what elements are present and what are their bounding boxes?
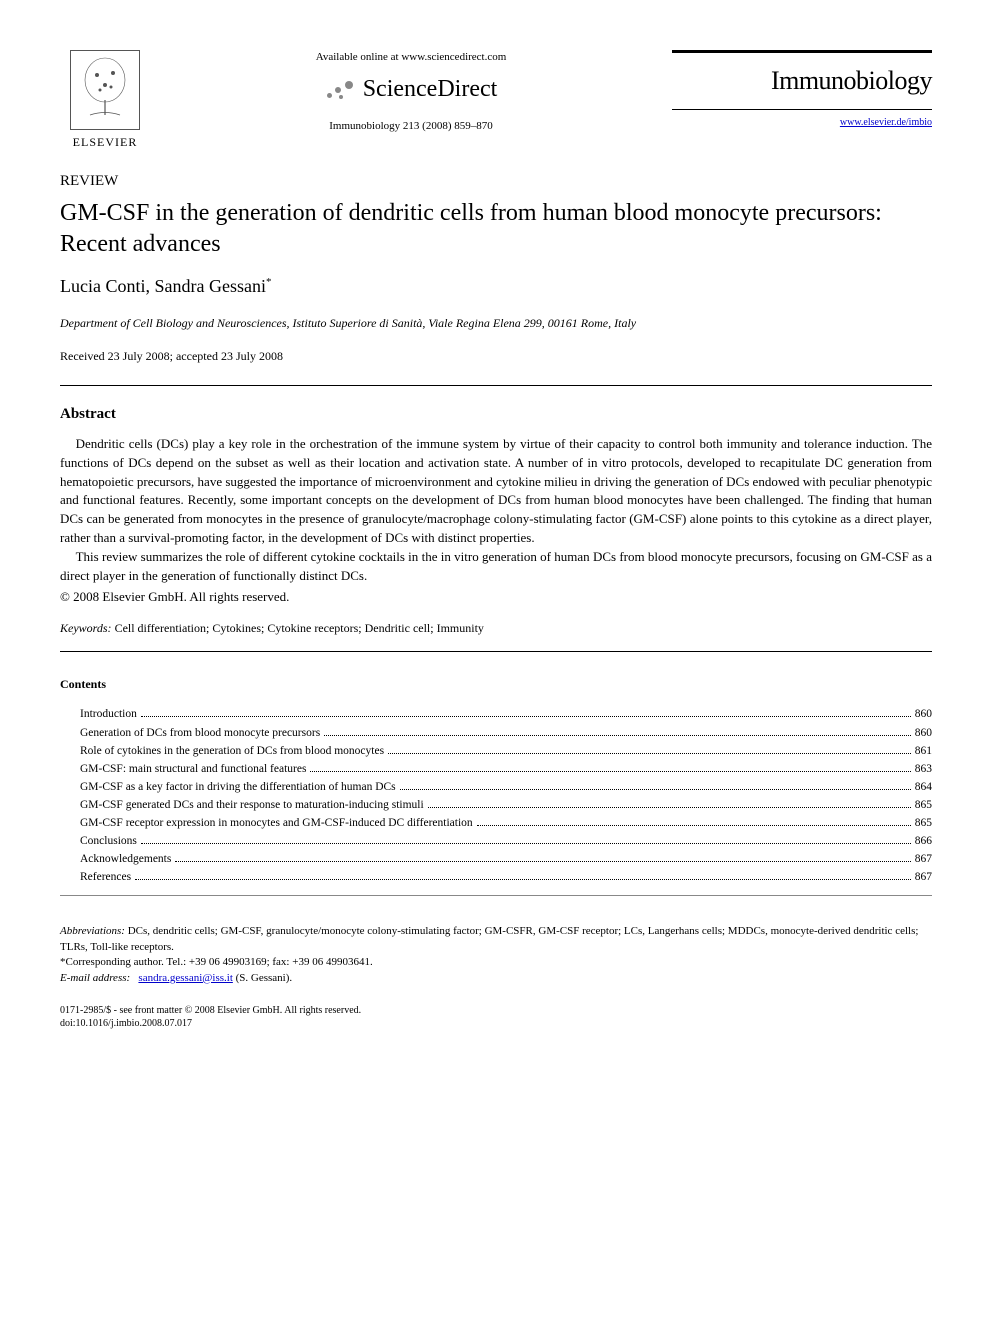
email-line: E-mail address: sandra.gessani@iss.it (S… [60, 971, 932, 986]
divider-under-keywords [60, 651, 932, 652]
toc-page: 860 [915, 725, 932, 741]
toc-title: Generation of DCs from blood monocyte pr… [80, 725, 320, 741]
abstract-para-2: This review summarizes the role of diffe… [60, 548, 932, 586]
toc-leader-dots [175, 861, 910, 862]
footnotes: Abbreviations: DCs, dendritic cells; GM-… [60, 924, 932, 986]
toc-title: Introduction [80, 706, 137, 722]
toc-title: Conclusions [80, 833, 137, 849]
journal-url-link[interactable]: www.elsevier.de/imbio [672, 116, 932, 130]
toc-title: GM-CSF: main structural and functional f… [80, 761, 306, 777]
toc-row: Conclusions 866 [80, 833, 932, 849]
toc-title: GM-CSF receptor expression in monocytes … [80, 815, 473, 831]
toc-leader-dots [310, 771, 910, 772]
toc-leader-dots [135, 879, 911, 880]
toc-page: 867 [915, 851, 932, 867]
toc-leader-dots [477, 825, 911, 826]
sciencedirect-text: ScienceDirect [363, 73, 498, 107]
abstract-body: Dendritic cells (DCs) play a key role in… [60, 435, 932, 586]
front-matter-line: 0171-2985/$ - see front matter © 2008 El… [60, 1004, 932, 1017]
journal-reference: Immunobiology 213 (2008) 859–870 [170, 119, 652, 134]
toc-page: 865 [915, 815, 932, 831]
header-row: ELSEVIER Available online at www.science… [60, 50, 932, 151]
sciencedirect-logo: ScienceDirect [170, 73, 652, 107]
toc-row: GM-CSF as a key factor in driving the di… [80, 779, 932, 795]
email-link[interactable]: sandra.gessani@iss.it [138, 972, 232, 984]
toc-page: 865 [915, 797, 932, 813]
authors-text: Lucia Conti, Sandra Gessani [60, 276, 266, 296]
divider-under-toc [60, 895, 932, 896]
abbreviations-line: Abbreviations: DCs, dendritic cells; GM-… [60, 924, 932, 955]
toc-row: Acknowledgements 867 [80, 851, 932, 867]
toc-title: References [80, 869, 131, 885]
publisher-logo-block: ELSEVIER [60, 50, 150, 151]
toc-row: GM-CSF receptor expression in monocytes … [80, 815, 932, 831]
abstract-heading: Abstract [60, 404, 932, 425]
email-label: E-mail address: [60, 972, 130, 984]
toc-leader-dots [324, 735, 911, 736]
corresponding-marker: * [266, 276, 272, 288]
toc-page: 864 [915, 779, 932, 795]
abstract-para-1: Dendritic cells (DCs) play a key role in… [60, 435, 932, 548]
divider-above-abstract [60, 385, 932, 386]
toc-row: GM-CSF generated DCs and their response … [80, 797, 932, 813]
toc-title: GM-CSF generated DCs and their response … [80, 797, 424, 813]
toc-title: GM-CSF as a key factor in driving the di… [80, 779, 396, 795]
corresponding-author-line: *Corresponding author. Tel.: +39 06 4990… [60, 955, 932, 970]
table-of-contents: Introduction 860 Generation of DCs from … [80, 706, 932, 885]
abstract-copyright: © 2008 Elsevier GmbH. All rights reserve… [60, 588, 932, 606]
toc-row: Generation of DCs from blood monocyte pr… [80, 725, 932, 741]
elsevier-label: ELSEVIER [73, 134, 138, 151]
doi-line: doi:10.1016/j.imbio.2008.07.017 [60, 1017, 932, 1030]
journal-name: Immunobiology [672, 50, 932, 110]
keywords-text: Cell differentiation; Cytokines; Cytokin… [112, 621, 484, 635]
article-type-label: REVIEW [60, 171, 932, 192]
right-header: Immunobiology www.elsevier.de/imbio [672, 50, 932, 130]
article-title: GM-CSF in the generation of dendritic ce… [60, 198, 932, 260]
toc-leader-dots [388, 753, 911, 754]
article-dates: Received 23 July 2008; accepted 23 July … [60, 348, 932, 365]
footer: 0171-2985/$ - see front matter © 2008 El… [60, 1004, 932, 1030]
toc-page: 860 [915, 706, 932, 722]
toc-row: GM-CSF: main structural and functional f… [80, 761, 932, 777]
toc-page: 861 [915, 743, 932, 759]
toc-leader-dots [141, 716, 911, 717]
elsevier-tree-icon [70, 50, 140, 130]
email-paren: (S. Gessani). [233, 972, 292, 984]
toc-leader-dots [400, 789, 911, 790]
keywords-line: Keywords: Cell differentiation; Cytokine… [60, 620, 932, 637]
toc-page: 867 [915, 869, 932, 885]
toc-page: 863 [915, 761, 932, 777]
toc-row: References 867 [80, 869, 932, 885]
keywords-label: Keywords: [60, 621, 112, 635]
toc-leader-dots [428, 807, 911, 808]
authors: Lucia Conti, Sandra Gessani* [60, 274, 932, 299]
available-online-text: Available online at www.sciencedirect.co… [170, 50, 652, 65]
toc-row: Introduction 860 [80, 706, 932, 722]
toc-leader-dots [141, 843, 911, 844]
contents-heading: Contents [60, 676, 932, 693]
toc-title: Role of cytokines in the generation of D… [80, 743, 384, 759]
sciencedirect-dots-icon [325, 79, 355, 101]
toc-page: 866 [915, 833, 932, 849]
toc-title: Acknowledgements [80, 851, 171, 867]
affiliation: Department of Cell Biology and Neuroscie… [60, 315, 932, 332]
toc-row: Role of cytokines in the generation of D… [80, 743, 932, 759]
abbreviations-label: Abbreviations: [60, 925, 125, 937]
abbreviations-text: DCs, dendritic cells; GM-CSF, granulocyt… [60, 925, 918, 952]
center-header: Available online at www.sciencedirect.co… [150, 50, 672, 134]
